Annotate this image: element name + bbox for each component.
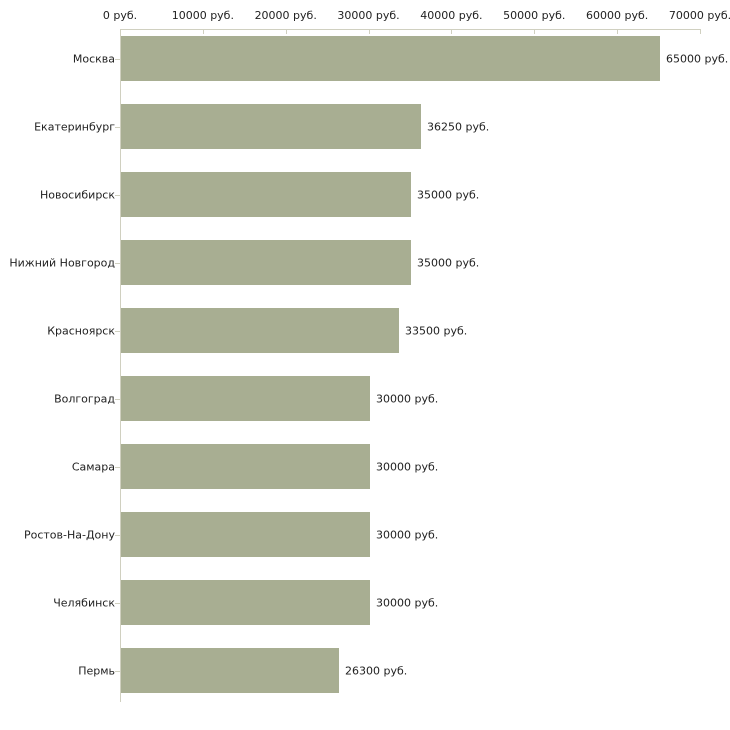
category-label: Красноярск	[47, 324, 115, 337]
bar	[121, 648, 339, 693]
x-axis-line	[120, 29, 701, 30]
bar	[121, 580, 370, 625]
x-tick-label: 20000 руб.	[254, 9, 317, 22]
category-label: Челябинск	[53, 596, 115, 609]
y-tick-mark	[115, 398, 120, 400]
bar-row: Екатеринбург 36250 руб.	[0, 104, 730, 149]
y-tick-mark	[115, 194, 120, 196]
category-label: Москва	[72, 52, 115, 65]
x-tick-mark	[700, 30, 701, 34]
bar-value-label: 35000 руб.	[417, 256, 480, 269]
x-tick-label: 50000 руб.	[503, 9, 566, 22]
x-tick-label: 60000 руб.	[586, 9, 649, 22]
bar-row: Челябинск 30000 руб.	[0, 580, 730, 625]
category-label: Нижний Новгород	[9, 256, 115, 269]
x-tick-label: 70000 руб.	[668, 9, 730, 22]
category-label: Волгоград	[54, 392, 115, 405]
bar-value-label: 30000 руб.	[376, 392, 439, 405]
x-tick-mark	[534, 30, 535, 34]
bar	[121, 512, 370, 557]
bar-row: Москва 65000 руб.	[0, 36, 730, 81]
bar-value-label: 30000 руб.	[376, 460, 439, 473]
bar-row: Ростов-На-Дону 30000 руб.	[0, 512, 730, 557]
bar-row: Волгоград 30000 руб.	[0, 376, 730, 421]
bar-value-label: 36250 руб.	[427, 120, 490, 133]
x-tick-label: 10000 руб.	[171, 9, 234, 22]
x-tick-mark	[451, 30, 452, 34]
x-tick-mark	[286, 30, 287, 34]
x-tick-mark	[617, 30, 618, 34]
bar-value-label: 65000 руб.	[666, 52, 729, 65]
x-tick-label: 40000 руб.	[420, 9, 483, 22]
bar	[121, 444, 370, 489]
x-tick-label: 0 руб.	[102, 9, 138, 22]
bar-row: Самара 30000 руб.	[0, 444, 730, 489]
bar	[121, 240, 411, 285]
x-tick-mark	[203, 30, 204, 34]
bar-value-label: 35000 руб.	[417, 188, 480, 201]
bar-value-label: 30000 руб.	[376, 596, 439, 609]
bar-value-label: 30000 руб.	[376, 528, 439, 541]
bar	[121, 172, 411, 217]
y-tick-mark	[115, 466, 120, 468]
category-label: Екатеринбург	[34, 120, 115, 133]
y-tick-mark	[115, 58, 120, 60]
bar	[121, 308, 399, 353]
bar-row: Нижний Новгород 35000 руб.	[0, 240, 730, 285]
bar-value-label: 33500 руб.	[405, 324, 468, 337]
y-tick-mark	[115, 262, 120, 264]
bar-rows: Москва 65000 руб. Екатеринбург 36250 руб…	[0, 36, 730, 693]
x-tick-label: 30000 руб.	[337, 9, 400, 22]
y-tick-mark	[115, 126, 120, 128]
y-tick-mark	[115, 330, 120, 332]
x-tick-mark	[369, 30, 370, 34]
bar-value-label: 26300 руб.	[345, 664, 408, 677]
bar-row: Красноярск 33500 руб.	[0, 308, 730, 353]
bar	[121, 104, 421, 149]
bar	[121, 36, 660, 81]
category-label: Новосибирск	[39, 188, 115, 201]
y-tick-mark	[115, 670, 120, 672]
category-label: Ростов-На-Дону	[23, 528, 115, 541]
category-label: Пермь	[78, 664, 115, 677]
y-tick-mark	[115, 602, 120, 604]
category-label: Самара	[71, 460, 115, 473]
y-axis-line	[120, 29, 121, 702]
bar-row: Пермь 26300 руб.	[0, 648, 730, 693]
y-tick-mark	[115, 534, 120, 536]
bar-row: Новосибирск 35000 руб.	[0, 172, 730, 217]
bar	[121, 376, 370, 421]
